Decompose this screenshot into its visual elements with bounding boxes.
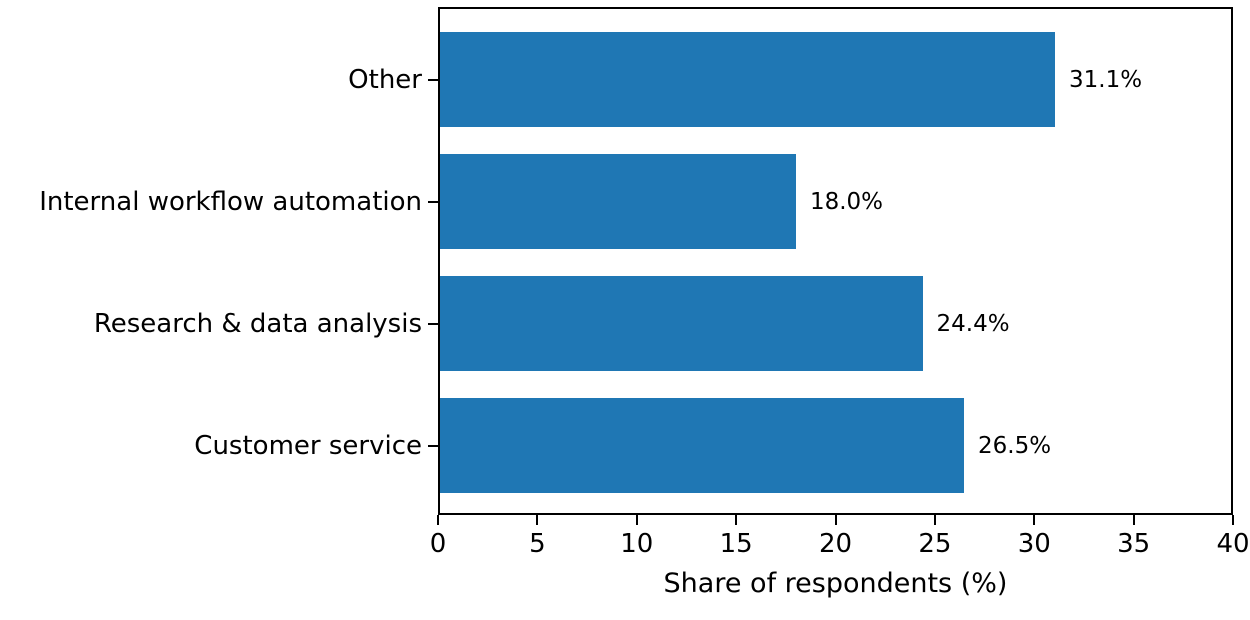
x-tick-mark — [1033, 515, 1036, 525]
x-tick-mark — [933, 515, 936, 525]
y-tick-mark — [428, 200, 438, 203]
x-tick-label: 15 — [719, 529, 753, 559]
y-tick-mark — [428, 444, 438, 447]
x-tick-mark — [735, 515, 738, 525]
category-label: Customer service — [194, 430, 422, 461]
y-tick-mark — [428, 322, 438, 325]
bar-value-label: 31.1% — [1069, 66, 1143, 93]
x-tick-mark — [635, 515, 638, 525]
bar-value-label: 18.0% — [809, 188, 884, 215]
category-label: Internal workflow automation — [39, 186, 422, 217]
x-tick-mark — [834, 515, 837, 525]
bar-value-label: 26.5% — [978, 432, 1052, 459]
category-label: Research & data analysis — [93, 308, 422, 339]
x-tick-label: 35 — [1117, 529, 1151, 559]
category-label: Other — [348, 64, 422, 95]
x-tick-mark — [437, 515, 439, 525]
plot-area: 31.1% 18.0% 24.4% 26.5% — [438, 7, 1233, 515]
x-tick-mark — [536, 515, 539, 525]
bar-value-label: 24.4% — [936, 310, 1010, 337]
x-tick-label: 25 — [918, 529, 952, 559]
bar — [440, 154, 796, 249]
x-tick-mark — [1232, 515, 1234, 525]
y-tick-mark — [428, 78, 438, 81]
x-tick-label: 10 — [620, 529, 654, 559]
x-tick-label: 40 — [1216, 529, 1250, 559]
x-tick-label: 20 — [818, 529, 853, 559]
x-tick-label: 0 — [429, 529, 447, 559]
bar — [440, 398, 965, 493]
x-tick-label: 30 — [1017, 529, 1051, 559]
x-tick-label: 5 — [529, 529, 546, 559]
bar — [440, 276, 923, 371]
bar — [440, 32, 1055, 127]
x-axis-label: Share of respondents (%) — [663, 568, 1008, 599]
x-tick-mark — [1132, 515, 1135, 525]
